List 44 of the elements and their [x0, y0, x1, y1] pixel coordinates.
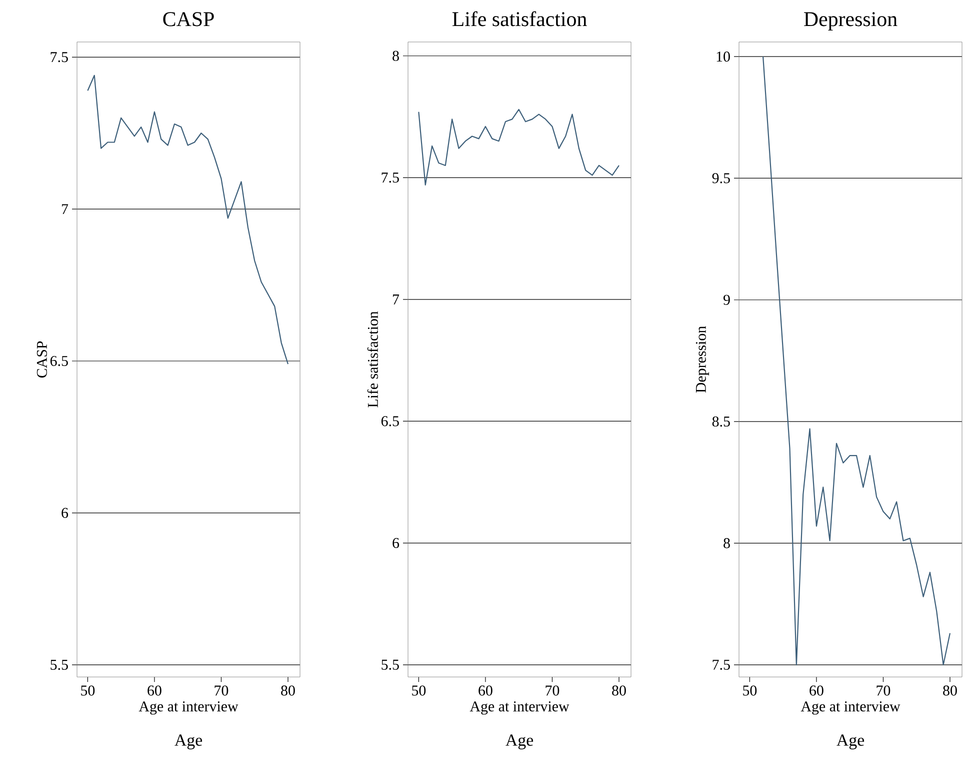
x-tick-label: 70 — [214, 686, 228, 696]
y-tick-label: 6.5 — [50, 356, 68, 366]
x-tick-label: 70 — [546, 686, 560, 696]
y-tick-label: 8.5 — [712, 416, 730, 427]
x-tick-label: 80 — [612, 686, 626, 696]
y-tick-label: 5.5 — [50, 660, 68, 670]
x-tick-label: 60 — [148, 686, 162, 696]
line-series — [762, 56, 951, 666]
y-tick-label: 6 — [62, 508, 68, 518]
y-tick-label: 7 — [393, 294, 400, 304]
chart-title: Depression — [804, 12, 898, 30]
x-tick-label: 50 — [412, 686, 426, 696]
x-tick-label: 80 — [281, 686, 295, 696]
y-tick-label: 9.5 — [712, 173, 730, 184]
y-tick-label: 10 — [716, 52, 730, 62]
y-tick-label: 8 — [724, 538, 730, 548]
x-tick-label: 50 — [81, 686, 95, 696]
x-tick-label: 60 — [810, 686, 824, 696]
x-axis-title: Age at interview — [470, 701, 570, 715]
y-tick-label: 7 — [62, 204, 68, 214]
y-tick-label: 7.5 — [712, 660, 730, 670]
x-axis-title: Age at interview — [138, 701, 238, 715]
y-axis-title: Life satisfaction — [367, 311, 378, 408]
x-tick-label: 50 — [743, 686, 757, 696]
y-tick-label: 9 — [724, 294, 730, 305]
text: Age — [836, 734, 864, 750]
text: Age — [506, 734, 534, 750]
x-tick-label: 80 — [943, 686, 957, 696]
y-tick-label: 5.5 — [382, 660, 399, 670]
y-tick-label: 6 — [392, 538, 400, 548]
x-tick-label: 70 — [876, 686, 890, 696]
chart-title: Life satisfaction — [452, 11, 587, 26]
y-tick-label: 6.5 — [381, 416, 399, 426]
text: Age — [174, 734, 202, 750]
y-tick-label: 7.5 — [382, 172, 399, 183]
y-axis-title: Depression — [696, 326, 709, 393]
line-series — [87, 74, 289, 365]
line-series — [418, 108, 620, 186]
y-axis-title: CASP — [36, 341, 47, 378]
y-tick-label: 7.5 — [50, 52, 68, 62]
chart-title: CASP — [163, 12, 214, 26]
x-axis-title: Age at interview — [800, 701, 900, 715]
x-tick-label: 60 — [478, 686, 492, 696]
y-tick-label: 8 — [392, 50, 399, 61]
